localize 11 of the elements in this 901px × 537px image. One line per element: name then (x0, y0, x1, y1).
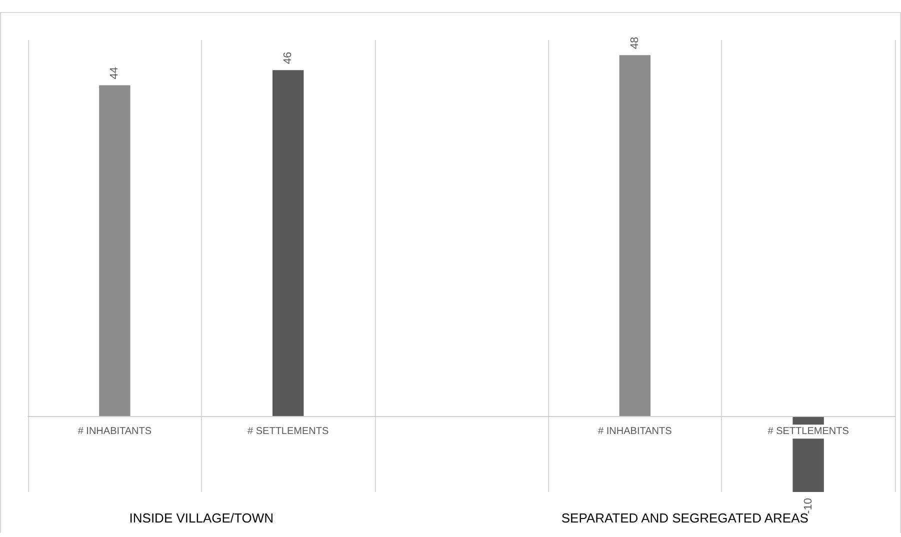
bar (272, 70, 304, 417)
bar (619, 55, 651, 417)
bar (99, 85, 130, 417)
x-tick-label: # INHABITANTS (78, 426, 152, 438)
data-label: 48 (628, 36, 641, 50)
x-tick-label: # INHABITANTS (598, 426, 672, 438)
x-tick-label: # SETTLEMENTS (248, 426, 329, 438)
text: INSIDE VILLAGE/TOWN (129, 510, 274, 526)
data-label: 44 (108, 66, 121, 80)
data-label: 46 (282, 52, 294, 64)
x-tick-label: # SETTLEMENTS (768, 426, 850, 438)
